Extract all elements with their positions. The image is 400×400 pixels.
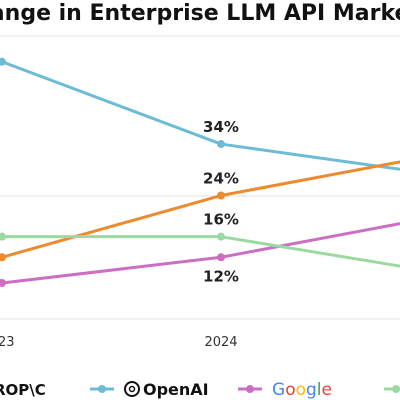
data-point-google — [217, 253, 225, 262]
data-label: 16% — [203, 211, 239, 229]
data-point-openai — [217, 140, 225, 149]
grid-lines — [0, 35, 400, 320]
data-point-anthropic — [217, 191, 225, 200]
data-point-anthropic — [0, 253, 6, 262]
legend: ROP\C OpenAI Google — [0, 380, 400, 400]
series-line-google — [0, 222, 400, 285]
series-line-meta — [0, 235, 400, 268]
data-point-meta — [0, 232, 6, 241]
data-label: 34% — [203, 118, 239, 136]
series-layer — [0, 57, 400, 287]
data-label: 24% — [203, 170, 239, 188]
x-tick-label: 2024 — [204, 335, 237, 350]
series-line-openai — [0, 60, 400, 171]
data-point-openai — [0, 57, 6, 66]
data-label: 12% — [203, 267, 239, 285]
legend-label: ROP\C — [0, 381, 46, 399]
legend-swatch-dot — [246, 385, 254, 393]
series-line-anthropic — [0, 160, 400, 259]
x-axis-ticks: 23 2024 — [0, 335, 238, 350]
x-tick-label: 23 — [0, 335, 15, 350]
google-wordmark-icon: Google — [272, 380, 332, 400]
openai-logo-icon — [124, 381, 140, 397]
chart-title: Change in Enterprise LLM API Market Shar… — [0, 1, 400, 26]
legend-swatch-dot — [98, 385, 106, 393]
legend-label: OpenAI — [143, 380, 209, 399]
legend-swatch-dot — [392, 385, 400, 393]
data-point-meta — [217, 232, 225, 241]
data-labels: 34% 24% 16% 12% — [203, 118, 239, 285]
data-point-google — [0, 278, 6, 287]
